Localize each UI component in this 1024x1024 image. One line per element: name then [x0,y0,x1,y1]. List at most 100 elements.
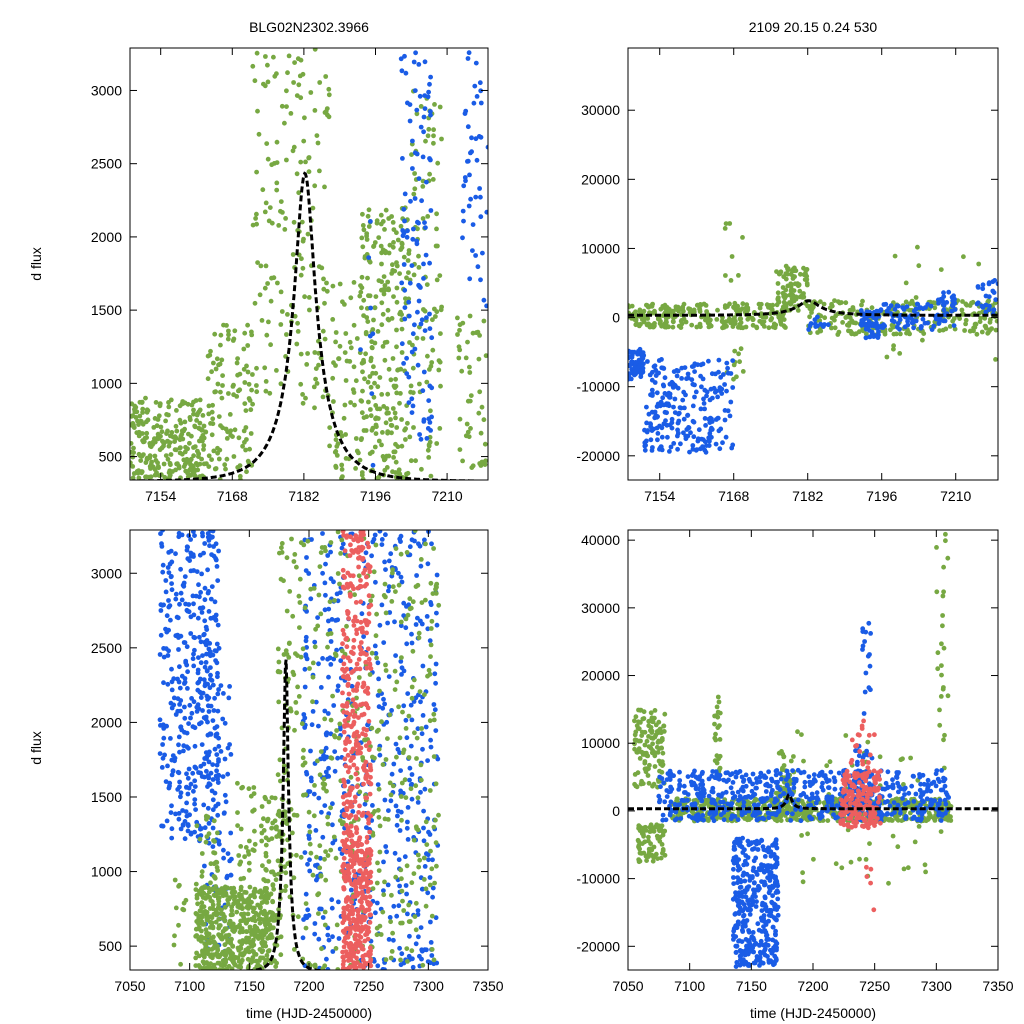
data-point [462,175,468,180]
data-point [889,318,895,323]
data-point [354,687,360,693]
data-point [288,111,294,116]
data-point [217,967,223,970]
data-point [455,315,460,321]
data-point [681,389,687,395]
data-point [428,109,433,114]
data-point [467,370,473,375]
data-point [341,779,347,785]
data-point [213,733,219,739]
data-point [428,408,433,414]
data-point [223,957,229,963]
data-point [322,856,327,862]
data-point [317,865,323,871]
data-point [191,407,196,413]
data-point [414,335,420,341]
data-point [270,869,276,875]
data-point [254,389,260,395]
data-point [228,912,234,918]
data-point [431,957,437,963]
data-point [218,389,223,395]
data-point [931,300,936,305]
data-point [235,898,241,904]
data-point [251,909,256,915]
data-point [254,221,259,227]
data-point [364,834,370,840]
data-point [246,867,252,873]
data-point [397,311,403,317]
data-point [386,674,392,679]
data-point [138,418,144,424]
data-point [416,220,421,226]
data-point [426,829,431,835]
data-point [420,388,426,394]
data-point [212,850,218,856]
data-point [709,371,715,377]
x-tick-label: 7210 [940,488,971,504]
data-point [209,432,215,438]
data-point [158,632,164,638]
data-point [364,237,370,242]
data-point [382,559,387,565]
data-point [783,287,789,293]
data-point [297,73,303,79]
data-point [311,384,317,390]
data-point [777,313,783,318]
data-point [732,300,738,306]
data-point [325,711,331,716]
data-point [838,300,844,305]
data-point [675,420,681,426]
data-point [644,303,650,308]
data-point [371,536,377,542]
data-point [409,396,415,402]
data-point [356,733,361,739]
data-point [284,555,290,561]
data-point [389,271,395,276]
data-point [364,795,370,801]
data-point [359,611,365,617]
data-point [800,295,806,300]
data-point [428,848,433,854]
data-point [737,323,743,328]
data-point [433,781,439,787]
data-point [230,921,236,927]
data-point [264,953,270,958]
data-point [937,318,942,324]
data-point [633,371,638,377]
data-point [727,318,733,324]
data-point [331,656,337,662]
data-point [847,320,852,326]
data-point [351,762,357,768]
data-point [715,307,720,313]
data-point [434,211,439,217]
data-point [191,612,197,618]
data-point [431,824,437,830]
data-point [431,133,436,139]
data-point [192,635,198,641]
data-point [173,811,178,817]
data-point [348,573,353,578]
data-point [417,689,423,694]
data-point [398,957,403,963]
data-point [405,258,411,263]
data-point [264,141,270,147]
data-point [335,755,340,761]
data-point [215,670,220,676]
data-point [465,56,471,61]
data-point [469,149,474,155]
data-point [168,700,174,706]
data-point [481,297,487,303]
data-point [339,462,345,468]
data-point [396,903,402,909]
data-point [460,235,465,241]
data-point [205,814,211,820]
data-point [730,358,736,363]
data-point [394,913,400,919]
data-point [381,274,387,279]
data-point [929,327,935,332]
data-point [468,196,473,202]
data-point [644,404,649,410]
data-point [218,342,223,348]
data-point [254,211,259,217]
data-point [302,666,308,672]
